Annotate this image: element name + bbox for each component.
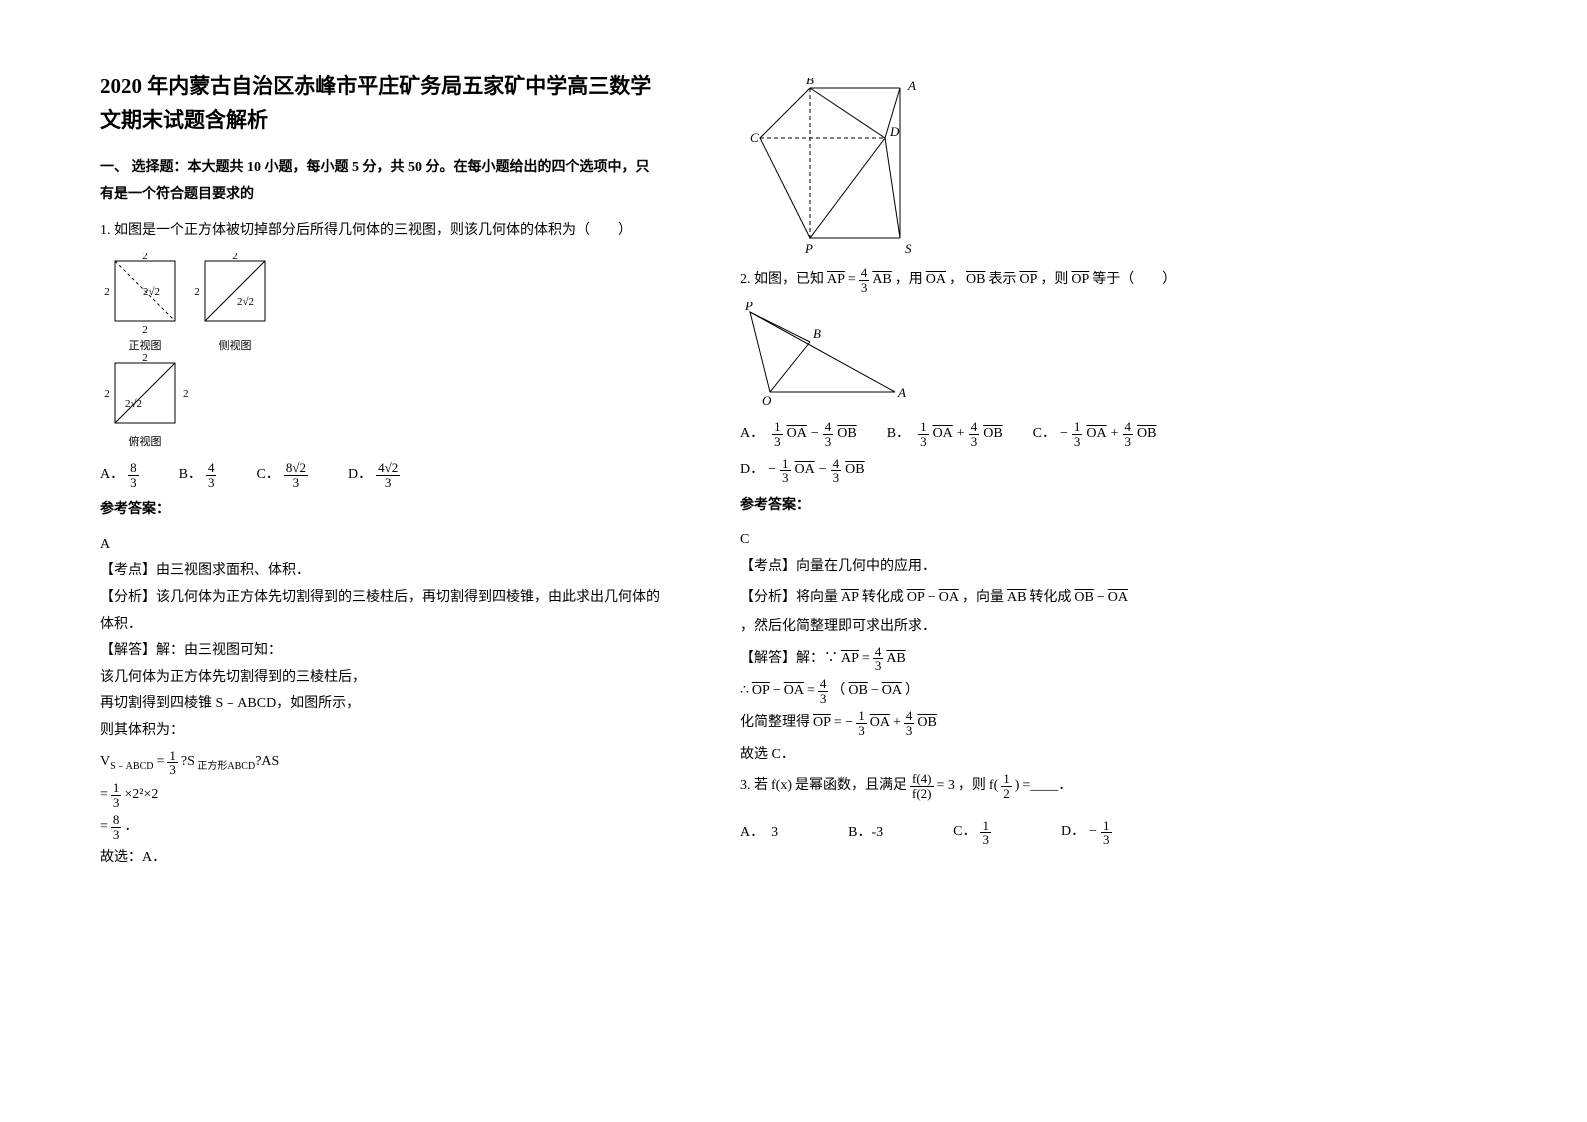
svg-text:A: A <box>897 385 906 400</box>
q1-solve-3: 再切割得到四棱锥 S﹣ABCD，如图所示， <box>100 691 660 718</box>
q1-stem: 1. 如图是一个正方体被切掉部分后所得几何体的三视图，则该几何体的体积为（ ） <box>100 218 660 245</box>
svg-text:2: 2 <box>183 388 189 400</box>
q1-three-view-figure: 2 2 2√2 2 正视图 2 2 2√2 侧视图 2 2 2 <box>100 253 660 453</box>
svg-text:P: P <box>744 302 753 313</box>
svg-text:2: 2 <box>142 352 148 364</box>
svg-text:2: 2 <box>142 324 148 336</box>
q1-options: A． 83 B． 43 C． 8√23 D． 4√23 <box>100 461 660 489</box>
q1-opt-b: B． 43 <box>179 461 217 489</box>
svg-text:D: D <box>889 124 900 139</box>
svg-text:S: S <box>905 241 912 256</box>
q3-stem: 3. 若 f(x) 是幂函数，且满足 f(4)f(2) = 3 ，则 f(12)… <box>740 772 1300 800</box>
q3-options: A． 3 B．-3 C． 13 D． − 13 <box>740 819 1300 847</box>
right-column: B A C D P S 2. 如图，已知 AP= 43 AB ，用 OA ， O… <box>740 70 1300 872</box>
q3-opt-d: D． − 13 <box>1061 819 1112 847</box>
svg-text:2√2: 2√2 <box>237 296 254 308</box>
q1-opt-d: D． 4√23 <box>348 461 400 489</box>
q2-solve-1: 【解答】解：∵ AP= 43 AB <box>740 645 1300 673</box>
svg-text:2: 2 <box>142 253 148 262</box>
q3-opt-a: A． 3 <box>740 820 778 847</box>
svg-text:2: 2 <box>232 253 238 262</box>
q1-eq-2: = 13 ×2²×2 <box>100 781 660 809</box>
q1-opt-a: A． 83 <box>100 461 139 489</box>
q2-solve-4: 故选 C． <box>740 742 1300 769</box>
q1-opt-c: C． 8√23 <box>256 461 307 489</box>
q1-analysis: 【分析】该几何体为正方体先切割得到的三棱柱后，再切割得到四棱锥，由此求出几何体的… <box>100 585 660 638</box>
exam-title: 2020 年内蒙古自治区赤峰市平庄矿务局五家矿中学高三数学文期末试题含解析 <box>100 70 660 137</box>
svg-text:C: C <box>750 130 759 145</box>
q2-opt-b: B． 13 OA + 43 OB <box>887 420 1003 448</box>
q2-analysis: 【分析】将向量AP 转化成OP − OA ，向量AB 转化成OB − OA ，然… <box>740 585 1300 641</box>
q1-eq-1: VS﹣ABCD = 13 ?S 正方形ABCD?AS <box>100 749 660 777</box>
svg-text:2: 2 <box>104 388 110 400</box>
q1-solve-4: 则其体积为： <box>100 718 660 745</box>
svg-text:A: A <box>907 78 916 93</box>
svg-text:2√2: 2√2 <box>143 286 160 298</box>
svg-text:B: B <box>806 78 814 87</box>
q1-point: 【考点】由三视图求面积、体积． <box>100 558 660 585</box>
q1-answer: A <box>100 532 660 559</box>
q1-eq-3: = 83 ． <box>100 813 660 841</box>
q1-solve-2: 该几何体为正方体先切割得到的三棱柱后， <box>100 665 660 692</box>
q1-select: 故选：A． <box>100 845 660 872</box>
svg-text:2: 2 <box>194 286 200 298</box>
q1-answer-label: 参考答案： <box>100 497 660 524</box>
q2-opt-c: C． − 13 OA + 43 OB <box>1033 420 1157 448</box>
q2-answer: C <box>740 527 1300 554</box>
svg-text:2√2: 2√2 <box>125 398 142 410</box>
section-head: 一、 选择题：本大题共 10 小题，每小题 5 分，共 50 分。在每小题给出的… <box>100 155 660 208</box>
q2-point: 【考点】向量在几何中的应用． <box>740 554 1300 581</box>
left-column: 2020 年内蒙古自治区赤峰市平庄矿务局五家矿中学高三数学文期末试题含解析 一、… <box>100 70 660 872</box>
q2-stem: 2. 如图，已知 AP= 43 AB ，用 OA ， OB 表示 OP ，则 O… <box>740 266 1300 294</box>
q2-opt-d: D． − 13 OA − 43 OB <box>740 457 865 485</box>
q2-options: A． 13 OA − 43 OB B． 13 OA + 43 OB C． − 1… <box>740 420 1300 485</box>
svg-text:2: 2 <box>104 286 110 298</box>
side-view-label: 侧视图 <box>219 338 252 352</box>
svg-text:B: B <box>813 326 821 341</box>
q2-opt-a: A． 13 OA − 43 OB <box>740 420 857 448</box>
q2-solve-3: 化简整理得 OP= − 13 OA+ 43 OB <box>740 709 1300 737</box>
q2-solve-2: ∴ OP − OA= 43 （OB − OA） <box>740 677 1300 705</box>
top-view-label: 俯视图 <box>129 434 162 448</box>
svg-text:P: P <box>804 241 813 256</box>
q2-answer-label: 参考答案： <box>740 493 1300 520</box>
q1-3d-figure: B A C D P S <box>740 78 1300 258</box>
q3-opt-c: C． 13 <box>953 819 991 847</box>
q1-solve-1: 【解答】解：由三视图可知： <box>100 638 660 665</box>
front-view-label: 正视图 <box>129 338 162 352</box>
svg-text:O: O <box>762 393 772 408</box>
q2-figure: P B O A <box>740 302 1300 412</box>
q3-opt-b: B．-3 <box>848 820 883 847</box>
